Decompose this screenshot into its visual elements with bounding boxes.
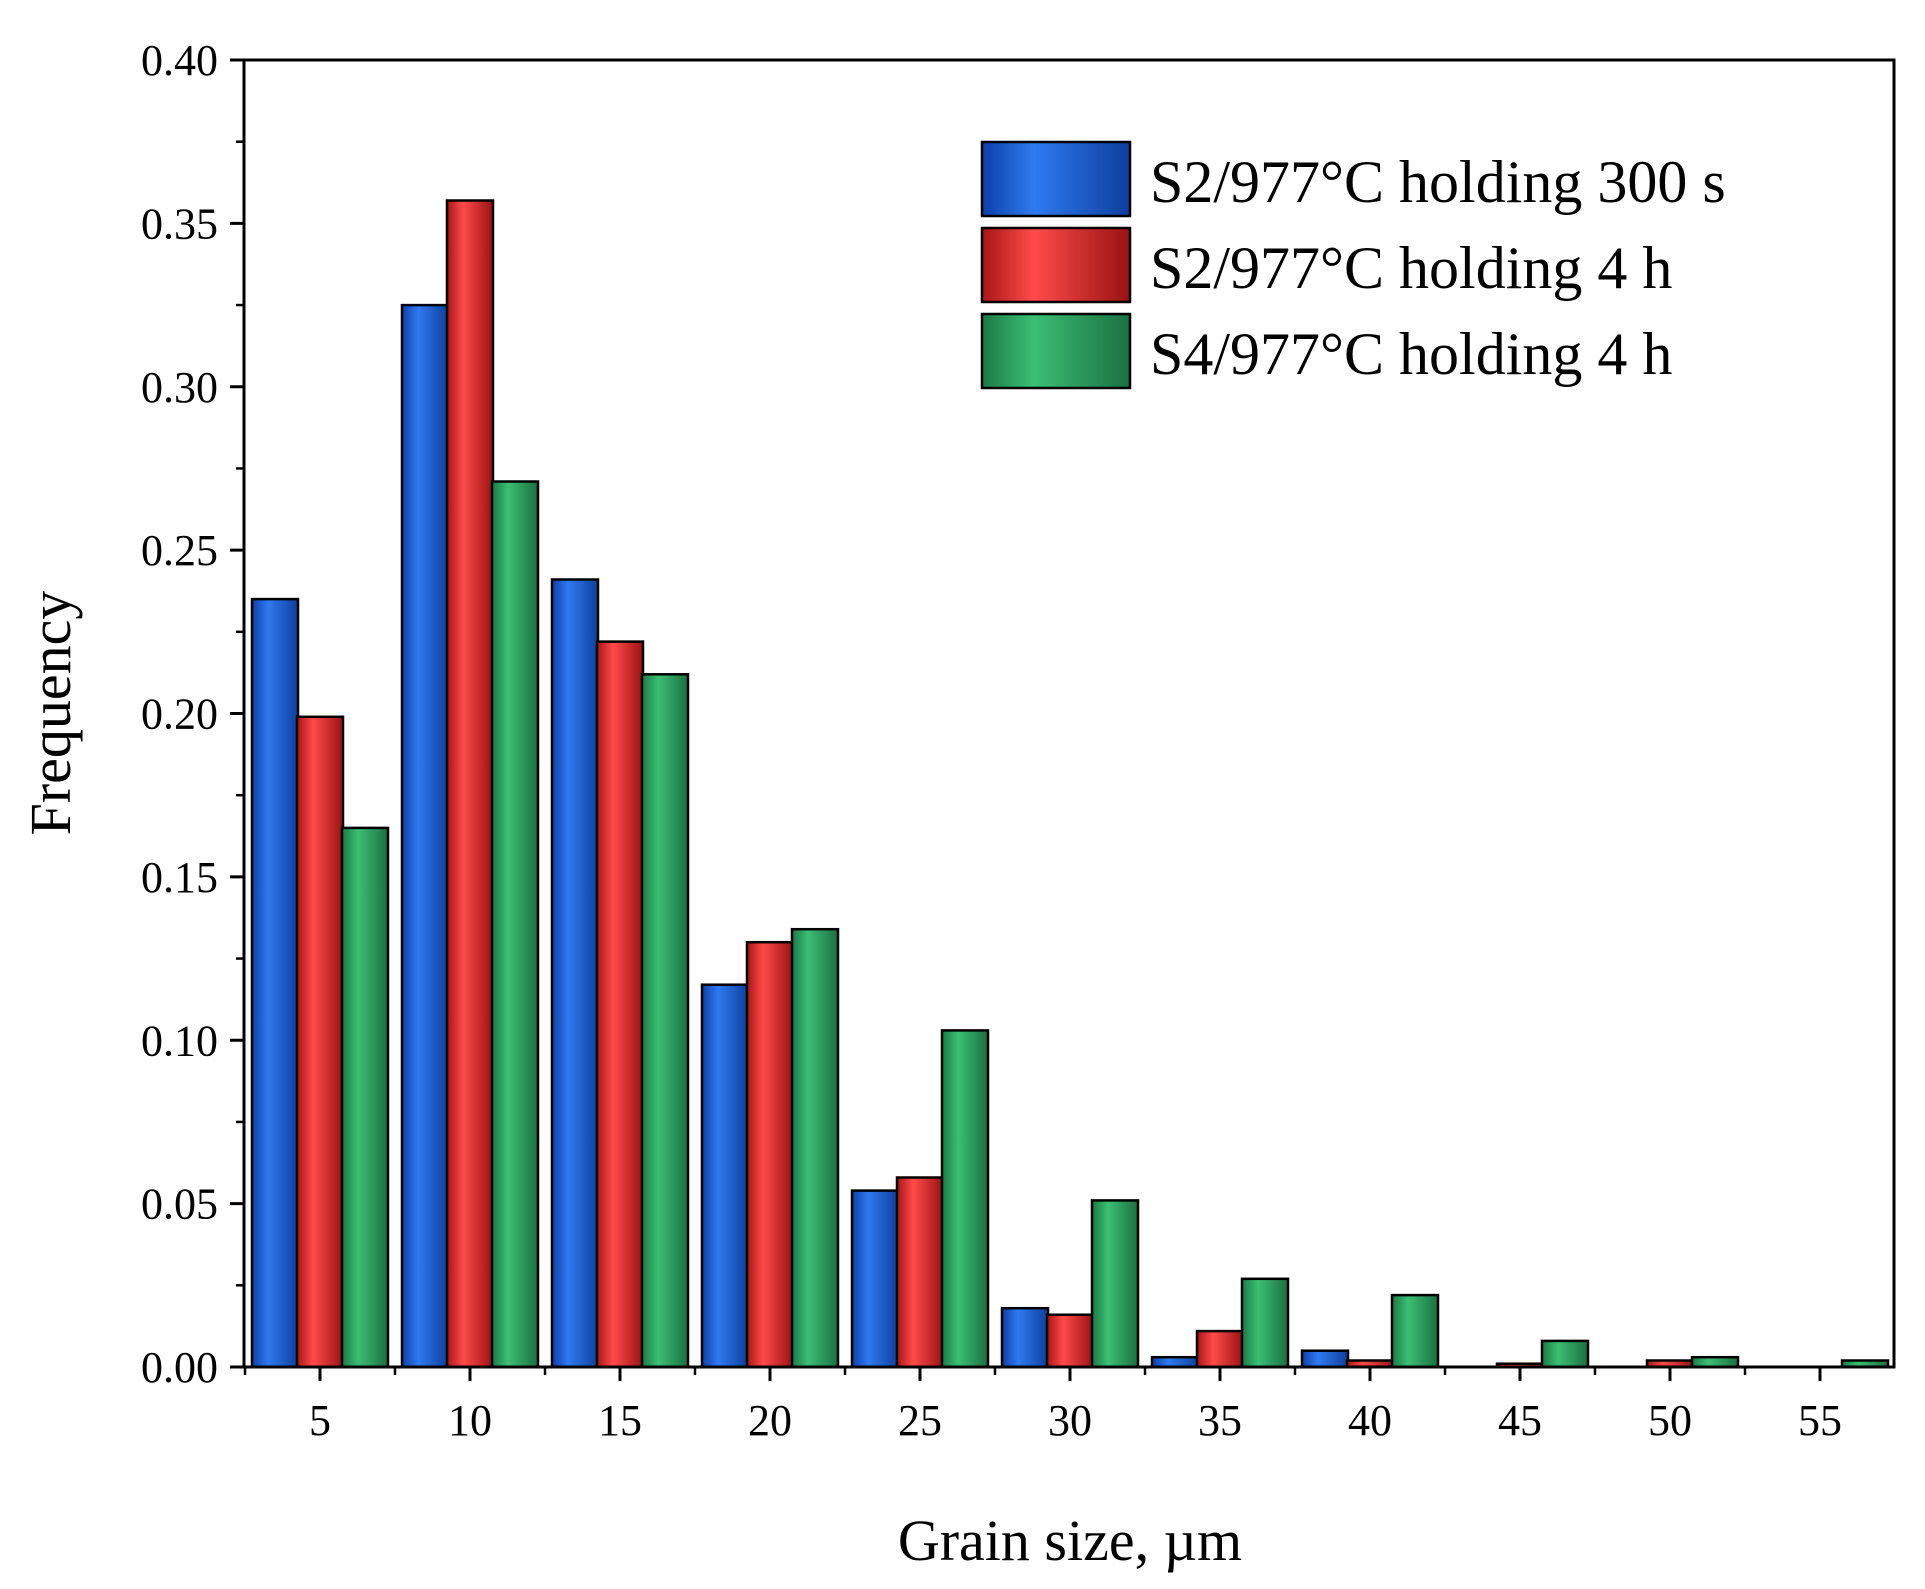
legend-label-2: S2/977°C holding 4 h <box>1150 235 1672 301</box>
x-tick-label: 20 <box>748 1396 792 1445</box>
bar-s2-20 <box>745 940 795 1369</box>
bar-s2-30 <box>1045 1313 1095 1369</box>
y-tick-label: 0.05 <box>141 1180 218 1229</box>
legend: S2/977°C holding 300 s S2/977°C holding 4… <box>980 140 1726 390</box>
x-tick-label: 50 <box>1648 1396 1692 1445</box>
bar-s1-25 <box>850 1189 900 1369</box>
y-tick-label: 0.40 <box>141 36 218 85</box>
y-tick-label: 0.15 <box>141 853 218 902</box>
bar-s3-40 <box>1390 1293 1440 1369</box>
x-tick-label: 30 <box>1048 1396 1092 1445</box>
bar-s2-35 <box>1195 1329 1245 1369</box>
bar-s1-5 <box>250 597 300 1369</box>
bar-s3-45 <box>1540 1339 1590 1369</box>
bar-s1-10 <box>400 303 450 1369</box>
legend-swatch-1 <box>980 140 1132 218</box>
bar-s1-15 <box>550 578 600 1369</box>
bar-s2-5 <box>295 715 345 1369</box>
y-tick-label: 0.25 <box>141 526 218 575</box>
y-tick-label: 0.30 <box>141 363 218 412</box>
bar-s2-25 <box>895 1176 945 1369</box>
x-tick-label: 10 <box>448 1396 492 1445</box>
bar-s1-30 <box>1000 1306 1050 1369</box>
y-tick-label: 0.20 <box>141 690 218 739</box>
y-tick-label: 0.35 <box>141 199 218 248</box>
legend-label-3: S4/977°C holding 4 h <box>1150 321 1672 387</box>
y-tick-label: 0.00 <box>141 1343 218 1392</box>
y-axis-title: Frequency <box>18 591 83 836</box>
x-tick-label: 35 <box>1198 1396 1242 1445</box>
x-tick-labels: 5 10 15 20 25 30 35 40 45 50 55 <box>309 1396 1842 1445</box>
bar-s2-15 <box>595 640 645 1369</box>
legend-label-1: S2/977°C holding 300 s <box>1150 149 1726 215</box>
y-tick-label: 0.10 <box>141 1016 218 1065</box>
x-tick-label: 55 <box>1798 1396 1842 1445</box>
plot-frame <box>242 58 1896 1369</box>
x-tick-label: 25 <box>898 1396 942 1445</box>
legend-swatch-2 <box>980 226 1132 304</box>
y-tick-labels: 0.00 0.05 0.10 0.15 0.20 0.25 0.30 0.35 0.40 <box>141 36 218 1392</box>
x-axis-title: Grain size, µm <box>898 1508 1242 1573</box>
x-tick-label: 5 <box>309 1396 331 1445</box>
x-tick-label: 40 <box>1348 1396 1392 1445</box>
bar-s3-20 <box>790 927 840 1369</box>
legend-swatch-3 <box>980 312 1132 390</box>
x-tick-label: 15 <box>598 1396 642 1445</box>
bar-s2-10 <box>445 199 495 1369</box>
bar-s3-5 <box>340 826 390 1369</box>
bar-s1-20 <box>700 983 750 1369</box>
bar-s3-30 <box>1090 1199 1140 1369</box>
bar-s3-25 <box>940 1029 990 1369</box>
x-tick-label: 45 <box>1498 1396 1542 1445</box>
bar-s3-35 <box>1240 1277 1290 1369</box>
bar-s3-15 <box>640 673 690 1369</box>
bar-s1-40 <box>1300 1349 1350 1369</box>
bar-s3-10 <box>490 480 540 1369</box>
